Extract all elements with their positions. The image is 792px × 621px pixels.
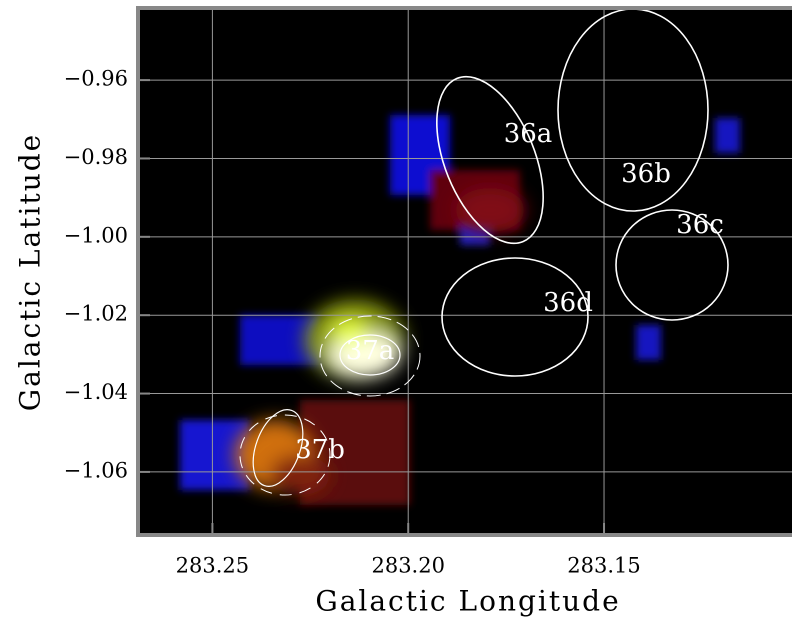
x-axis-label: Galactic Longitude — [315, 585, 620, 618]
y-axis-label: Galactic Latitude — [14, 133, 47, 411]
image-blobs — [180, 115, 740, 505]
region-label: 37b — [295, 435, 345, 465]
grid — [138, 8, 792, 535]
frame — [136, 6, 792, 537]
y-tick-label: −0.96 — [64, 67, 128, 91]
x-tick-label: 283.20 — [371, 554, 444, 578]
region-label: 36d — [543, 288, 593, 318]
y-tick-label: −0.98 — [64, 145, 128, 169]
y-tick-label: −1.04 — [64, 380, 128, 404]
region-label: 36a — [504, 119, 553, 149]
region-label: 36b — [621, 159, 671, 189]
y-tick-label: −1.06 — [64, 458, 128, 482]
region-label: 36c — [676, 210, 724, 240]
x-tick-label: 283.25 — [176, 554, 249, 578]
y-tick-label: −1.02 — [64, 302, 128, 326]
x-tick-label: 283.15 — [567, 554, 640, 578]
region-label: 37a — [346, 336, 395, 366]
y-tick-label: −1.00 — [64, 223, 128, 247]
